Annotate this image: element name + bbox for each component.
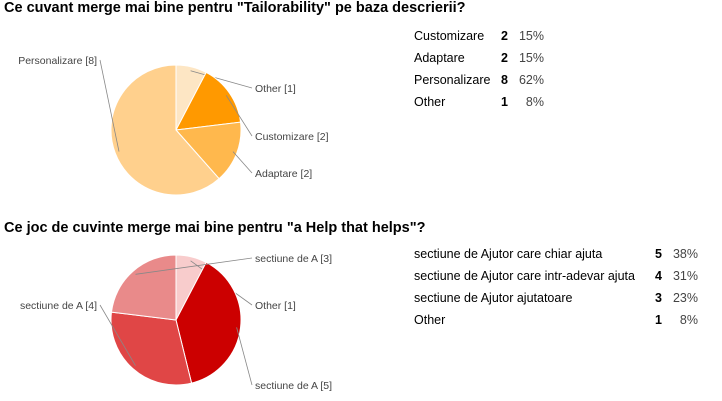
slice-label: sectiune de A [5] [255, 380, 332, 392]
pie-slice [110, 254, 177, 321]
pie-chart-2: Other [1] sectiune de A [5] sectiune de A … [20, 253, 332, 392]
row-label: Personalizare [414, 73, 491, 87]
row-label: Other [414, 313, 446, 327]
question-2-title: Ce joc de cuvinte merge mai bine pentru … [4, 220, 426, 236]
row-count: 1 [501, 95, 508, 109]
table-row: Customizare 2 15% [414, 25, 544, 47]
slice-label: Personalizare [8] [18, 55, 97, 67]
row-count: 5 [655, 247, 662, 261]
pie-chart-1: Other [1] Customizare [2] Adaptare [2] Pers… [18, 55, 329, 196]
table-row: Adaptare 2 15% [414, 47, 544, 69]
table-row: Other 1 8% [414, 309, 698, 331]
pie-slice [174, 121, 242, 180]
row-count: 4 [655, 269, 662, 283]
pie-slice [110, 64, 220, 196]
leader-line [99, 59, 120, 152]
row-label: Customizare [414, 29, 485, 43]
row-percent: 8% [679, 313, 698, 327]
row-percent: 15% [518, 29, 544, 43]
slice-label: Other [1] [255, 83, 296, 95]
row-label: sectiune de Ajutor ajutatoare [414, 291, 573, 305]
question-1-title: Ce cuvant merge mai bine pentru "Tailora… [4, 0, 466, 16]
pie-slice [175, 261, 242, 384]
table-row: Other 1 8% [414, 91, 544, 113]
summary-table-1: Customizare 2 15% Adaptare 2 15% Persona… [414, 25, 544, 113]
row-percent: 23% [672, 291, 698, 305]
row-percent: 31% [672, 269, 698, 283]
row-percent: 62% [518, 73, 544, 87]
table-row: sectiune de Ajutor care chiar ajuta 5 38… [414, 243, 698, 265]
summary-table-2: sectiune de Ajutor care chiar ajuta 5 38… [414, 243, 698, 331]
row-label: Other [414, 95, 446, 109]
leader-line [225, 95, 253, 137]
table-row: sectiune de Ajutor care intr-adevar ajut… [414, 265, 698, 287]
row-count: 2 [501, 51, 508, 65]
slice-label: sectiune de A [3] [255, 253, 332, 265]
row-count: 8 [501, 73, 508, 87]
slice-label: Other [1] [255, 300, 296, 312]
slice-label: sectiune de A [4] [20, 300, 97, 312]
row-percent: 15% [518, 51, 544, 65]
row-count: 1 [655, 313, 662, 327]
slice-label: Customizare [2] [255, 131, 329, 143]
pie-slice [175, 71, 242, 131]
table-row: sectiune de Ajutor ajutatoare 3 23% [414, 287, 698, 309]
table-row: Personalizare 8 62% [414, 69, 544, 91]
leader-line [190, 70, 253, 89]
row-label: Adaptare [414, 51, 465, 65]
leader-line [236, 327, 253, 386]
row-count: 2 [501, 29, 508, 43]
leader-line [135, 257, 253, 275]
row-label: sectiune de Ajutor care chiar ajuta [414, 247, 603, 261]
leader-line [232, 151, 253, 174]
row-percent: 38% [672, 247, 698, 261]
slice-label: Adaptare [2] [255, 168, 312, 180]
row-percent: 8% [525, 95, 544, 109]
row-count: 3 [655, 291, 662, 305]
row-label: sectiune de Ajutor care intr-adevar ajut… [414, 269, 635, 283]
leader-line [99, 304, 136, 366]
